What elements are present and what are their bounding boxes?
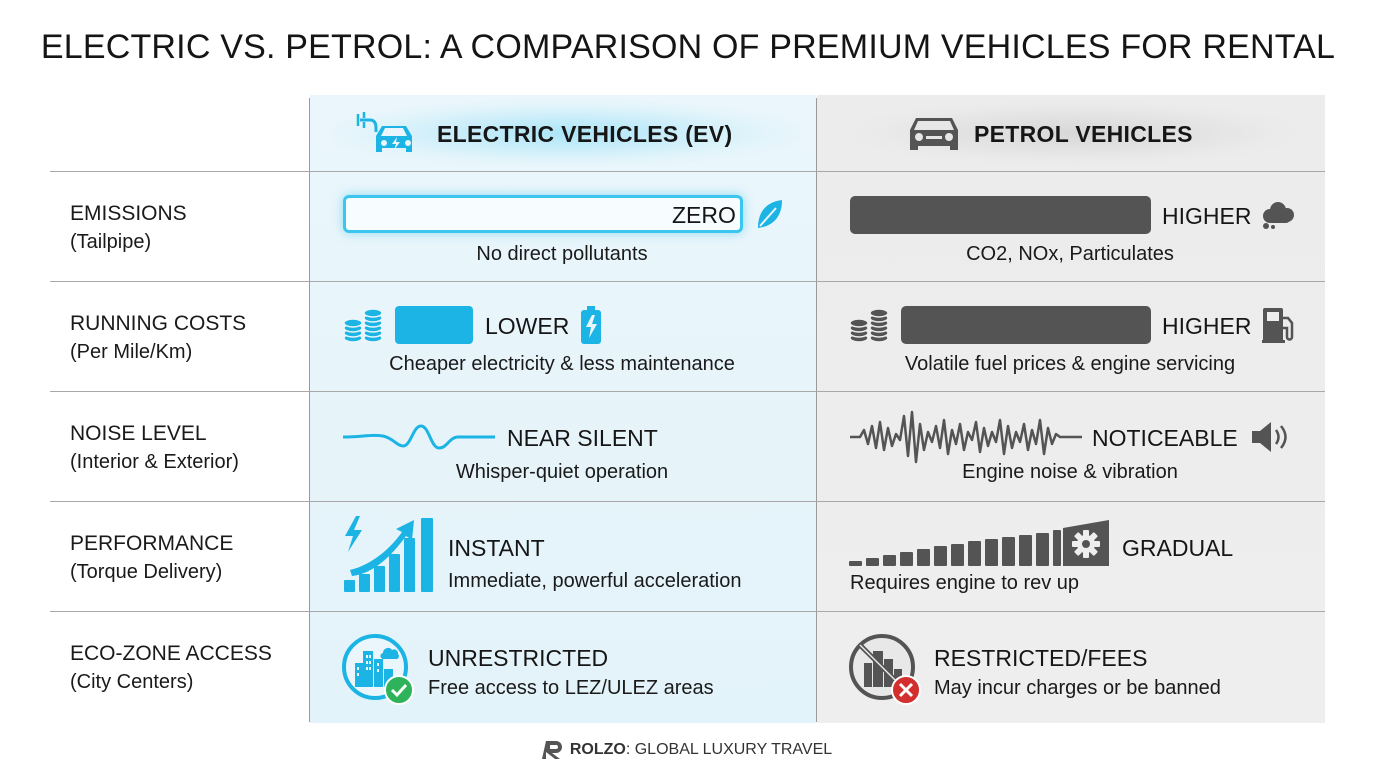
row-divider: [50, 281, 1325, 282]
petrol-performance-value: GRADUAL: [1122, 535, 1234, 561]
noise-waveform-icon: [850, 410, 1082, 464]
ev-emissions-desc: No direct pollutants: [476, 243, 648, 265]
petrol-running-costs-value: HIGHER: [1162, 313, 1252, 339]
ev-emissions-bar: [343, 195, 743, 233]
row-subtitle: (Tailpipe): [70, 231, 152, 253]
city-check-icon: [342, 634, 414, 705]
ev-emissions-value: ZERO: [672, 202, 736, 228]
coins-icon: [343, 308, 383, 343]
petrol-emissions-value: HIGHER: [1162, 203, 1252, 229]
row-divider: [50, 171, 1325, 172]
row-label-performance: PERFORMANCE (Torque Delivery): [70, 529, 233, 587]
ev-eco-zone-desc: Free access to LEZ/ULEZ areas: [428, 677, 714, 699]
coins-icon: [849, 308, 889, 343]
row-subtitle: (Interior & Exterior): [70, 451, 239, 473]
row-title: NOISE LEVEL: [70, 422, 207, 445]
ev-performance-desc: Immediate, powerful acceleration: [448, 570, 742, 592]
ev-running-costs-bar: [395, 306, 473, 344]
ev-column-background: [310, 95, 816, 723]
ev-noise-value: NEAR SILENT: [507, 425, 658, 451]
petrol-performance-desc: Requires engine to rev up: [850, 572, 1080, 594]
city-banned-icon: [849, 634, 921, 705]
smoke-cloud-icon: [1263, 202, 1294, 229]
ev-column-header: ELECTRIC VEHICLES (EV): [437, 121, 733, 147]
footer-tagline: : GLOBAL LUXURY TRAVEL: [625, 741, 833, 758]
page-title: ELECTRIC VS. PETROL: A COMPARISON OF PRE…: [40, 28, 1336, 66]
row-label-eco-zone-access: ECO-ZONE ACCESS (City Centers): [70, 639, 272, 697]
row-label-running-costs: RUNNING COSTS (Per Mile/Km): [70, 309, 246, 367]
electric-car-plug-icon: [356, 112, 412, 152]
row-divider: [50, 391, 1325, 392]
row-title: RUNNING COSTS: [70, 312, 247, 335]
rolzo-logo-icon: [541, 739, 566, 759]
row-title: PERFORMANCE: [70, 532, 234, 555]
fuel-pump-icon: [1262, 308, 1294, 343]
gradual-rev-chart-icon: [849, 520, 1109, 566]
ev-eco-zone-value: UNRESTRICTED: [428, 645, 609, 671]
petrol-column-header: PETROL VEHICLES: [974, 121, 1193, 147]
petrol-eco-zone-desc: May incur charges or be banned: [934, 677, 1221, 699]
petrol-noise-desc: Engine noise & vibration: [962, 461, 1178, 483]
row-divider: [50, 501, 1325, 502]
battery-charging-icon: [581, 306, 601, 344]
lightning-growth-chart-icon: [344, 516, 433, 592]
ev-running-costs-value: LOWER: [485, 313, 570, 339]
column-divider: [309, 98, 310, 722]
petrol-emissions-bar: [850, 196, 1151, 234]
ev-noise-desc: Whisper-quiet operation: [455, 461, 669, 483]
row-subtitle: (Per Mile/Km): [70, 341, 193, 363]
row-title: ECO-ZONE ACCESS: [70, 642, 272, 665]
petrol-eco-zone-value: RESTRICTED/FEES: [934, 645, 1148, 671]
footer-brand: ROLZO: [569, 741, 626, 758]
speaker-icon: [1252, 422, 1287, 452]
petrol-emissions-desc: CO2, NOx, Particulates: [966, 243, 1174, 265]
row-divider: [50, 611, 1325, 612]
car-icon: [910, 118, 958, 150]
row-label-emissions: EMISSIONS (Tailpipe): [70, 199, 187, 257]
row-subtitle: (Torque Delivery): [70, 561, 223, 583]
petrol-noise-value: NOTICEABLE: [1092, 425, 1238, 451]
gear-icon: [1072, 530, 1100, 558]
ev-running-costs-desc: Cheaper electricity & less maintenance: [389, 353, 735, 375]
smooth-wave-icon: [342, 424, 495, 450]
row-label-noise-level: NOISE LEVEL (Interior & Exterior): [70, 419, 239, 477]
petrol-running-costs-desc: Volatile fuel prices & engine servicing: [904, 353, 1236, 375]
row-subtitle: (City Centers): [70, 671, 194, 693]
column-divider: [816, 98, 817, 722]
row-title: EMISSIONS: [70, 202, 187, 225]
ev-performance-value: INSTANT: [448, 535, 545, 561]
footer-branding: ROLZO: GLOBAL LUXURY TRAVEL: [0, 739, 1376, 759]
leaf-icon: [758, 200, 782, 228]
petrol-running-costs-bar: [901, 306, 1151, 344]
